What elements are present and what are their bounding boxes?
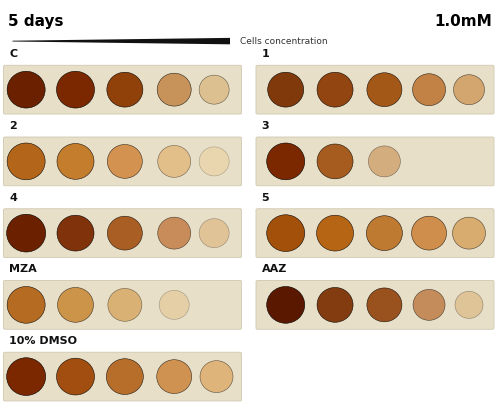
Ellipse shape bbox=[158, 145, 190, 177]
FancyBboxPatch shape bbox=[256, 280, 494, 329]
Ellipse shape bbox=[7, 143, 45, 180]
Text: 2: 2 bbox=[9, 121, 17, 131]
Ellipse shape bbox=[266, 143, 304, 180]
Ellipse shape bbox=[156, 360, 192, 394]
Ellipse shape bbox=[107, 72, 143, 107]
Text: 5 days: 5 days bbox=[8, 14, 63, 29]
Ellipse shape bbox=[57, 143, 94, 179]
Text: 1.0mM: 1.0mM bbox=[435, 14, 492, 29]
Ellipse shape bbox=[455, 291, 483, 318]
Ellipse shape bbox=[367, 73, 402, 106]
Ellipse shape bbox=[56, 71, 94, 108]
Ellipse shape bbox=[199, 75, 229, 104]
Ellipse shape bbox=[7, 287, 45, 323]
Ellipse shape bbox=[266, 287, 304, 323]
Ellipse shape bbox=[108, 289, 142, 321]
Ellipse shape bbox=[317, 72, 353, 107]
Ellipse shape bbox=[6, 214, 46, 252]
FancyBboxPatch shape bbox=[4, 352, 242, 401]
Text: 4: 4 bbox=[9, 193, 17, 203]
Ellipse shape bbox=[268, 72, 304, 107]
FancyBboxPatch shape bbox=[256, 209, 494, 258]
Ellipse shape bbox=[412, 216, 446, 250]
FancyBboxPatch shape bbox=[4, 65, 242, 114]
Ellipse shape bbox=[157, 73, 191, 106]
Ellipse shape bbox=[159, 291, 189, 320]
Text: C: C bbox=[9, 49, 17, 59]
Ellipse shape bbox=[58, 287, 94, 322]
Ellipse shape bbox=[316, 215, 354, 251]
Ellipse shape bbox=[106, 359, 144, 395]
Text: Cells concentration: Cells concentration bbox=[240, 37, 328, 46]
Ellipse shape bbox=[266, 215, 304, 251]
Ellipse shape bbox=[6, 358, 46, 395]
FancyBboxPatch shape bbox=[256, 137, 494, 186]
Text: AAZ: AAZ bbox=[262, 264, 287, 274]
Ellipse shape bbox=[366, 216, 402, 251]
Ellipse shape bbox=[199, 218, 229, 247]
Text: 3: 3 bbox=[262, 121, 269, 131]
Text: MZA: MZA bbox=[9, 264, 37, 274]
FancyBboxPatch shape bbox=[4, 280, 242, 329]
FancyBboxPatch shape bbox=[256, 65, 494, 114]
Ellipse shape bbox=[317, 287, 353, 322]
Ellipse shape bbox=[158, 217, 190, 249]
Ellipse shape bbox=[56, 358, 94, 395]
FancyBboxPatch shape bbox=[4, 137, 242, 186]
Polygon shape bbox=[12, 38, 230, 44]
Ellipse shape bbox=[367, 288, 402, 322]
Text: 5: 5 bbox=[262, 193, 269, 203]
Ellipse shape bbox=[317, 144, 353, 179]
Ellipse shape bbox=[199, 147, 229, 176]
Ellipse shape bbox=[7, 71, 45, 108]
Ellipse shape bbox=[368, 146, 400, 177]
Ellipse shape bbox=[57, 215, 94, 251]
Ellipse shape bbox=[108, 216, 142, 250]
Ellipse shape bbox=[200, 361, 233, 393]
Ellipse shape bbox=[412, 74, 446, 106]
Ellipse shape bbox=[452, 217, 486, 249]
Text: 10% DMSO: 10% DMSO bbox=[9, 336, 77, 346]
Ellipse shape bbox=[108, 145, 142, 178]
FancyBboxPatch shape bbox=[4, 209, 242, 258]
Text: 1: 1 bbox=[262, 49, 269, 59]
Ellipse shape bbox=[413, 289, 445, 320]
Ellipse shape bbox=[454, 75, 484, 105]
